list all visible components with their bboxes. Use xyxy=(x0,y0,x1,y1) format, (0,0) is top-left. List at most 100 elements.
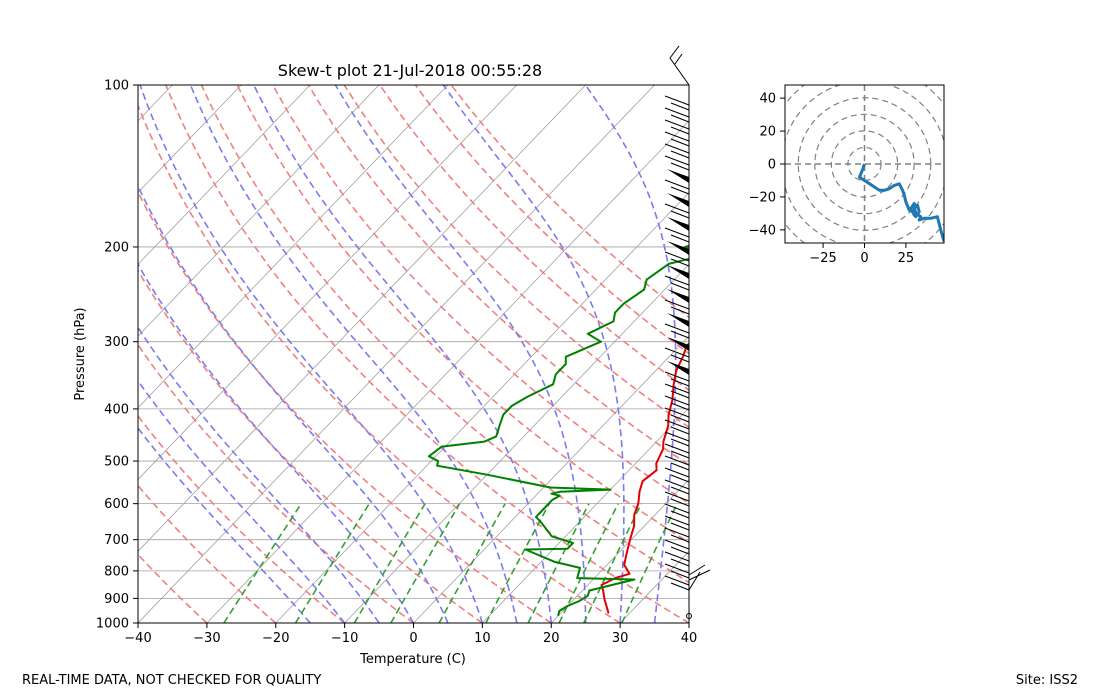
wind-barb xyxy=(667,169,689,183)
hodograph-panel: −25 0 25 −40 −20 0 20 40 xyxy=(749,84,945,266)
x-tick-label: −40 xyxy=(124,631,151,646)
wind-barb-stroke xyxy=(670,102,690,111)
y-tick-label: 600 xyxy=(104,497,129,512)
skewt-axes-frame xyxy=(137,84,690,624)
hodograph-rings xyxy=(785,85,944,243)
wind-barb-stroke xyxy=(670,498,690,507)
wind-barb xyxy=(664,131,690,147)
isotherm-line xyxy=(413,335,689,623)
dry-adiabat-line xyxy=(379,85,689,392)
wind-barb xyxy=(664,383,690,399)
wind-barb-stroke xyxy=(670,450,690,459)
skewt-background-lines xyxy=(138,85,689,623)
wind-barb-stroke xyxy=(664,419,690,430)
wind-barb-stroke xyxy=(670,462,690,471)
moist-adiabat-line xyxy=(253,85,553,623)
wind-barb-stroke xyxy=(664,527,690,538)
wind-barb-stroke xyxy=(670,474,690,483)
dry-adiabat-line xyxy=(450,85,689,319)
isotherm-line xyxy=(344,263,689,623)
mixing-ratio-line xyxy=(353,503,426,623)
dry-adiabat-line xyxy=(138,484,277,623)
wind-barb xyxy=(664,347,690,363)
isotherm-line xyxy=(138,85,242,194)
x-tick-label: 10 xyxy=(474,631,491,646)
wind-barb-flag xyxy=(667,241,689,255)
isotherm-line xyxy=(138,85,380,337)
wind-barb-stroke xyxy=(664,371,690,382)
moist-adiabat-line xyxy=(138,262,415,623)
y-tick-label: 500 xyxy=(104,455,129,470)
wind-barb-stroke xyxy=(664,455,690,466)
isotherm-line xyxy=(138,85,449,409)
wind-barb-stroke xyxy=(664,323,690,334)
moist-adiabat-line xyxy=(138,426,311,623)
hodograph-trace xyxy=(858,163,944,242)
wind-barb xyxy=(664,179,690,195)
hodograph-y-tick-label: −20 xyxy=(749,190,776,205)
wind-barb-stroke xyxy=(664,575,690,586)
dewpoint-profile-line xyxy=(427,244,689,617)
wind-barb xyxy=(664,251,690,267)
skewt-y-axis-label: Pressure (hPa) xyxy=(73,307,88,400)
wind-barb-stroke xyxy=(664,479,690,490)
moist-adiabat-line xyxy=(442,85,625,623)
wind-barb-stroke xyxy=(664,491,690,502)
hodograph-ring xyxy=(814,113,915,215)
wind-barb-stroke xyxy=(664,515,690,526)
moist-adiabat-line xyxy=(189,85,518,623)
isotherm-line xyxy=(482,407,689,623)
wind-barb xyxy=(667,361,689,375)
moist-adiabat-line xyxy=(139,85,484,623)
wind-barbs xyxy=(664,45,711,619)
dry-adiabat-line xyxy=(138,343,414,623)
isotherm-line xyxy=(275,191,689,623)
wind-barb-stroke xyxy=(670,186,690,195)
skewt-profiles xyxy=(427,244,689,617)
wind-barb xyxy=(667,217,689,231)
wind-barb xyxy=(664,143,690,159)
wind-barb xyxy=(664,491,690,507)
y-tick-label: 400 xyxy=(104,402,129,417)
dry-adiabat-line xyxy=(138,269,483,623)
dry-adiabat-line xyxy=(272,85,689,505)
wind-barb-flag xyxy=(667,361,689,375)
wind-barb-stroke xyxy=(664,143,690,154)
skewt-panel: −40 −30 −20 −10 0 10 20 30 40 100 200 300 400 500 600… xyxy=(73,45,711,667)
hodograph-plot-area xyxy=(785,85,944,243)
wind-barb xyxy=(664,431,690,447)
mixing-ratio-line xyxy=(390,503,461,623)
wind-barb-stroke xyxy=(670,354,690,363)
wind-barb xyxy=(664,95,690,111)
wind-barb-stroke xyxy=(670,210,690,219)
wind-barb xyxy=(664,443,690,459)
wind-barb-stroke xyxy=(664,407,690,418)
wind-barb-flag xyxy=(667,313,689,327)
wind-barb-stroke xyxy=(664,131,690,142)
wind-barb xyxy=(667,265,689,279)
mixing-ratio-line xyxy=(438,503,506,623)
site-label: Site: ISS2 xyxy=(1015,673,1078,688)
wind-barb xyxy=(664,323,690,339)
wind-barb-stroke xyxy=(664,431,690,442)
wind-barb xyxy=(664,419,690,435)
wind-barb-stroke xyxy=(670,234,690,243)
wind-barb-flag xyxy=(667,289,689,303)
wind-barb xyxy=(664,299,690,315)
x-tick-label: 20 xyxy=(543,631,560,646)
skewt-x-axis-label: Temperature (C) xyxy=(359,652,466,667)
wind-barb-stroke xyxy=(664,503,690,514)
x-tick-label: −20 xyxy=(262,631,289,646)
wind-barb xyxy=(667,289,689,303)
x-tick-label: −10 xyxy=(331,631,358,646)
wind-barb xyxy=(664,275,690,291)
wind-barb-stroke xyxy=(664,539,690,550)
wind-barb-stroke xyxy=(670,558,690,567)
wind-barb-stroke xyxy=(664,227,690,238)
wind-barb-stroke xyxy=(670,546,690,555)
x-tick-label: 0 xyxy=(409,631,417,646)
wind-barb xyxy=(664,455,690,471)
dry-adiabat-line xyxy=(165,85,689,623)
wind-barb xyxy=(667,241,689,255)
